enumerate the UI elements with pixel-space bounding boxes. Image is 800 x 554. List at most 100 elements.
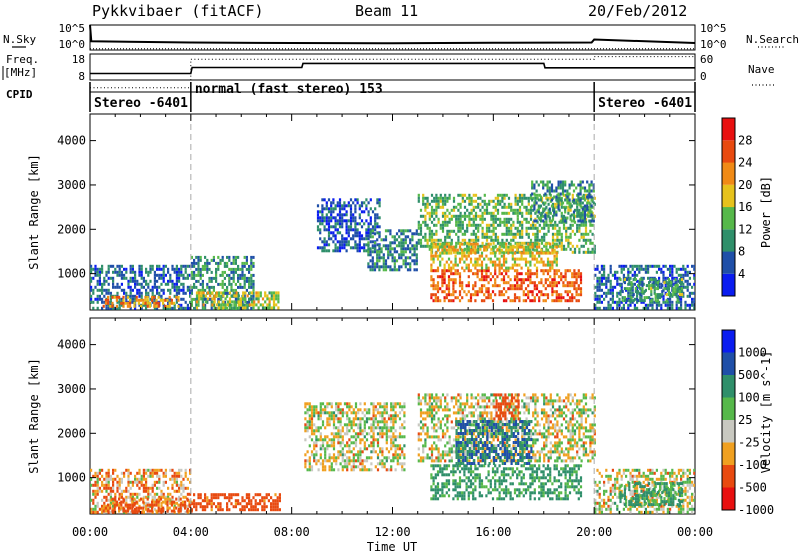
power-cell (627, 294, 630, 298)
velocity-cell (105, 495, 108, 499)
power-cell (195, 303, 198, 307)
power-cell (623, 281, 626, 285)
power-cell (581, 180, 584, 184)
power-cell (571, 275, 574, 279)
power-cell (590, 189, 593, 193)
velocity-cell (118, 501, 121, 505)
power-cell (494, 226, 497, 230)
power-cell (180, 270, 183, 274)
power-cell (677, 306, 680, 310)
power-cell (237, 291, 240, 295)
power-cell (374, 228, 377, 232)
power-cell (494, 235, 497, 239)
power-cell (426, 244, 429, 248)
power-cell (169, 288, 172, 292)
velocity-cell (403, 444, 406, 448)
power-cell (332, 210, 335, 214)
power-cell (446, 208, 449, 212)
power-cell (579, 183, 582, 187)
power-cell (413, 262, 416, 266)
power-cell (618, 297, 621, 301)
power-cell (573, 208, 577, 212)
power-cell (435, 229, 438, 233)
power-cell (147, 285, 150, 289)
power-cell (171, 279, 174, 283)
power-cell (116, 264, 119, 268)
power-cell (588, 189, 591, 193)
power-cell (693, 264, 695, 268)
power-cell (107, 264, 110, 268)
power-cell (413, 232, 416, 236)
power-cell (483, 278, 486, 282)
power-cell (173, 282, 176, 286)
power-cell (457, 241, 460, 245)
power-cell (419, 241, 423, 245)
power-cell (658, 279, 661, 283)
velocity-cell (134, 480, 137, 484)
power-cell (529, 275, 532, 279)
power-cell (568, 186, 571, 190)
station-title: Pykkvibaer (fitACF) (92, 2, 264, 20)
power-cell (489, 278, 492, 282)
power-cell (226, 288, 229, 292)
power-cell (571, 281, 574, 285)
velocity-cell (270, 505, 273, 509)
power-cell (250, 303, 254, 307)
velocity-cell (178, 495, 181, 499)
power-cell (546, 180, 549, 184)
power-cell (180, 303, 183, 307)
power-cell (589, 229, 592, 233)
power-cell (252, 294, 255, 298)
power-cell (605, 294, 608, 298)
power-cell (555, 296, 558, 300)
velocity-cell (332, 423, 336, 427)
power-cell (603, 273, 606, 277)
velocity-cell (96, 510, 99, 514)
power-cell (550, 189, 554, 193)
velocity-cell (424, 402, 427, 406)
velocity-cell (304, 423, 307, 427)
power-cell (436, 269, 440, 273)
velocity-cell (145, 501, 148, 505)
power-cell (682, 276, 685, 280)
velocity-cell (417, 432, 420, 436)
velocity-cell (145, 468, 148, 472)
velocity-cell (403, 411, 406, 415)
velocity-cell (217, 508, 220, 512)
power-cell (104, 301, 107, 305)
power-cell (107, 291, 110, 295)
velocity-cell (151, 486, 154, 490)
power-cell (356, 228, 359, 232)
power-cell (579, 198, 582, 202)
power-cell (553, 299, 556, 303)
power-cell (555, 186, 558, 190)
power-cell (365, 249, 368, 253)
power-cell (516, 229, 519, 233)
power-cell (596, 267, 599, 271)
power-cell (112, 285, 115, 289)
velocity-cell (129, 480, 132, 484)
power-cell (550, 204, 554, 208)
velocity-cell (180, 486, 183, 490)
velocity-cell (189, 492, 192, 496)
power-cell (230, 276, 233, 280)
velocity-cell (134, 507, 137, 511)
power-cell (101, 288, 104, 292)
velocity-cell (105, 498, 108, 502)
velocity-cell (107, 509, 110, 513)
power-cell (551, 232, 555, 236)
power-cell (452, 229, 456, 233)
power-cell (441, 269, 444, 273)
power-cell (474, 284, 477, 288)
power-cell (511, 245, 514, 249)
power-cell (341, 225, 344, 229)
power-cell (406, 247, 410, 251)
velocity-cell (324, 447, 327, 451)
power-cell (349, 198, 353, 202)
power-cell (189, 300, 192, 304)
power-cell (146, 304, 149, 308)
power-cell (217, 306, 221, 310)
power-cell (330, 219, 333, 223)
velocity-cell (103, 477, 106, 481)
power-cell (671, 303, 674, 307)
